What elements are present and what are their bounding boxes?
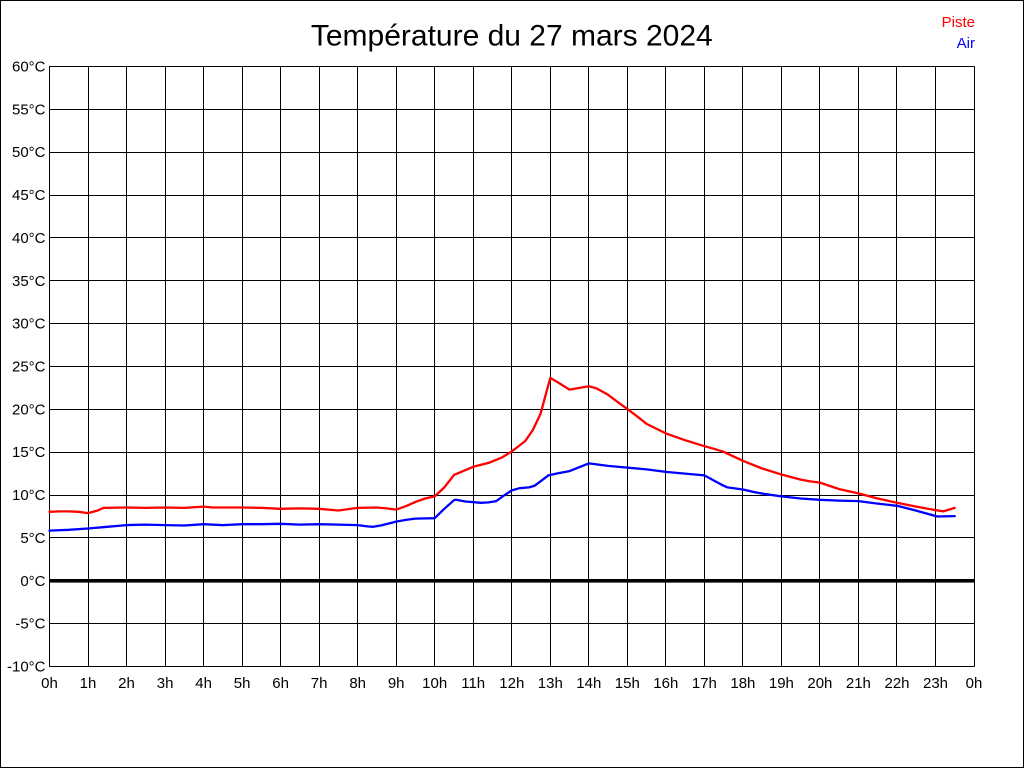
svg-text:18h: 18h <box>730 675 755 692</box>
svg-text:5°C: 5°C <box>20 530 45 547</box>
svg-text:15°C: 15°C <box>12 444 46 461</box>
svg-text:23h: 23h <box>923 675 948 692</box>
svg-text:8h: 8h <box>349 675 366 692</box>
svg-text:10°C: 10°C <box>12 487 46 504</box>
svg-text:4h: 4h <box>195 675 212 692</box>
svg-text:30°C: 30°C <box>12 316 46 333</box>
svg-text:21h: 21h <box>846 675 871 692</box>
svg-text:0h: 0h <box>41 675 58 692</box>
svg-text:Piste: Piste <box>942 14 975 31</box>
svg-text:-5°C: -5°C <box>15 616 45 633</box>
svg-text:5h: 5h <box>234 675 251 692</box>
svg-text:50°C: 50°C <box>12 144 46 161</box>
svg-text:Air: Air <box>957 35 975 52</box>
svg-text:40°C: 40°C <box>12 230 46 247</box>
svg-text:2h: 2h <box>118 675 135 692</box>
svg-text:1h: 1h <box>80 675 97 692</box>
svg-text:15h: 15h <box>615 675 640 692</box>
svg-text:20h: 20h <box>807 675 832 692</box>
svg-text:-10°C: -10°C <box>7 659 46 676</box>
svg-text:16h: 16h <box>653 675 678 692</box>
svg-text:22h: 22h <box>884 675 909 692</box>
svg-text:9h: 9h <box>388 675 405 692</box>
svg-text:13h: 13h <box>538 675 563 692</box>
svg-text:0°C: 0°C <box>20 573 45 590</box>
svg-text:7h: 7h <box>311 675 328 692</box>
svg-text:55°C: 55°C <box>12 101 46 118</box>
svg-text:45°C: 45°C <box>12 187 46 204</box>
svg-text:Température du 27 mars 2024: Température du 27 mars 2024 <box>311 20 713 53</box>
svg-text:17h: 17h <box>692 675 717 692</box>
svg-text:25°C: 25°C <box>12 359 46 376</box>
svg-text:11h: 11h <box>461 675 485 692</box>
svg-text:20°C: 20°C <box>12 401 46 418</box>
svg-text:12h: 12h <box>499 675 524 692</box>
svg-text:3h: 3h <box>157 675 174 692</box>
svg-text:19h: 19h <box>769 675 794 692</box>
svg-text:10h: 10h <box>422 675 447 692</box>
svg-text:35°C: 35°C <box>12 273 46 290</box>
svg-text:6h: 6h <box>272 675 289 692</box>
svg-text:60°C: 60°C <box>12 59 46 76</box>
svg-text:0h: 0h <box>966 675 983 692</box>
svg-text:14h: 14h <box>576 675 601 692</box>
